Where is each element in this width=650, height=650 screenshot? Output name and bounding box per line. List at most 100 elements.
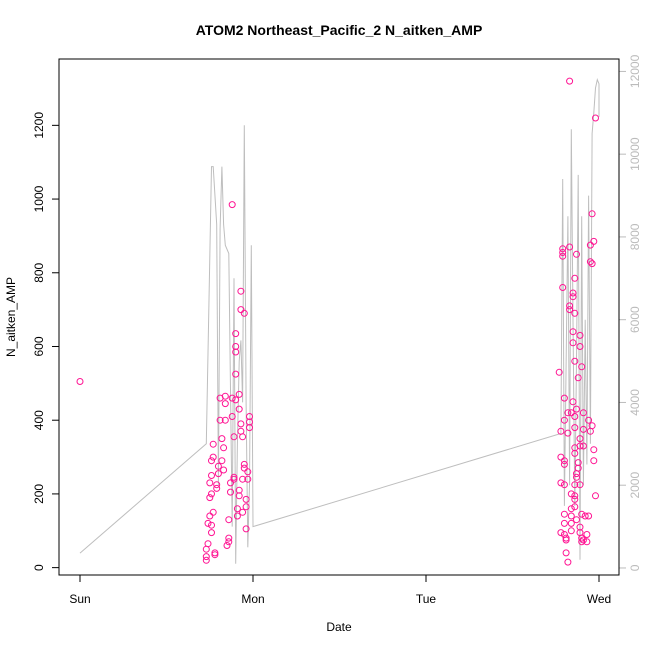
plot-frame (58, 58, 620, 576)
data-point (220, 444, 228, 452)
data-point (560, 460, 568, 468)
x-tick-label: Sun (69, 592, 90, 606)
data-point (564, 409, 572, 417)
data-point (579, 536, 587, 544)
data-point (560, 481, 568, 489)
data-point (237, 420, 245, 428)
data-point (225, 534, 233, 542)
data-point (576, 435, 584, 443)
data-point (233, 505, 241, 513)
right-tick-label: 8000 (628, 223, 642, 250)
left-tick-label: 1000 (32, 185, 46, 212)
data-point (562, 536, 570, 544)
data-point (578, 510, 586, 518)
data-point (202, 556, 210, 564)
right-tick-label: 6000 (628, 306, 642, 333)
data-point (588, 210, 596, 218)
data-point (211, 549, 219, 557)
data-point (235, 390, 243, 398)
data-point (569, 328, 577, 336)
data-point (242, 503, 250, 511)
data-point (232, 343, 240, 350)
data-point (559, 249, 567, 256)
x-tick-label: Mon (241, 592, 264, 606)
data-point (208, 457, 215, 465)
data-point (574, 464, 582, 472)
data-point (557, 479, 565, 487)
data-point (571, 481, 579, 489)
data-point (576, 481, 584, 489)
data-point (218, 435, 226, 443)
data-point (228, 201, 236, 209)
data-point (221, 392, 229, 400)
data-point (567, 409, 575, 417)
data-point (569, 398, 577, 406)
data-point (221, 416, 229, 424)
data-point (235, 486, 243, 494)
x-axis-label: Date (326, 620, 352, 634)
data-point (559, 284, 567, 291)
data-point (560, 416, 568, 424)
data-point (208, 490, 215, 498)
data-point (592, 492, 599, 500)
data-point (208, 472, 215, 479)
data-point (573, 250, 580, 258)
data-point (202, 553, 210, 561)
left-tick-label: 800 (32, 262, 46, 282)
data-point (567, 512, 575, 520)
data-point (569, 339, 577, 347)
data-point (214, 470, 222, 478)
left-tick-label: 600 (32, 336, 46, 356)
series-line (79, 78, 600, 564)
data-point (213, 484, 221, 492)
data-point (232, 370, 240, 378)
data-point (567, 490, 575, 498)
data-point (223, 542, 231, 549)
data-point (228, 394, 236, 402)
data-point (206, 479, 214, 487)
data-point (571, 492, 579, 500)
data-point (242, 495, 250, 503)
data-point (571, 274, 579, 282)
data-point (590, 237, 598, 245)
data-point (239, 508, 247, 516)
left-tick-label: 200 (32, 484, 46, 504)
data-point (576, 331, 584, 339)
data-point (566, 306, 574, 314)
data-point (557, 529, 565, 537)
data-point (209, 440, 217, 448)
data-point (209, 508, 217, 516)
data-point (235, 405, 243, 413)
x-tick-label: Tue (416, 592, 437, 606)
data-point (227, 479, 234, 487)
data-point (244, 475, 252, 483)
data-point (588, 260, 596, 268)
data-point (206, 494, 214, 502)
data-point (564, 429, 572, 437)
data-point (569, 289, 577, 297)
x-axis: Sun Mon Tue Wed (69, 574, 611, 606)
data-point (244, 468, 252, 476)
data-point (564, 558, 572, 566)
right-tick-label: 2000 (628, 472, 642, 499)
data-point (571, 357, 579, 365)
data-point (567, 527, 575, 535)
data-point (557, 453, 565, 461)
data-point (560, 394, 568, 402)
data-point (581, 512, 589, 520)
data-point (218, 457, 226, 465)
data-point (571, 449, 579, 457)
data-point (242, 525, 250, 533)
data-point (560, 519, 568, 527)
data-point (209, 453, 217, 461)
data-point (208, 529, 215, 537)
left-tick-label: 400 (32, 410, 46, 430)
data-point (214, 462, 222, 470)
data-point (237, 287, 245, 295)
data-point (562, 549, 570, 557)
data-point (239, 475, 247, 483)
data-point (204, 519, 212, 527)
data-point (220, 466, 228, 474)
data-point (566, 243, 574, 251)
